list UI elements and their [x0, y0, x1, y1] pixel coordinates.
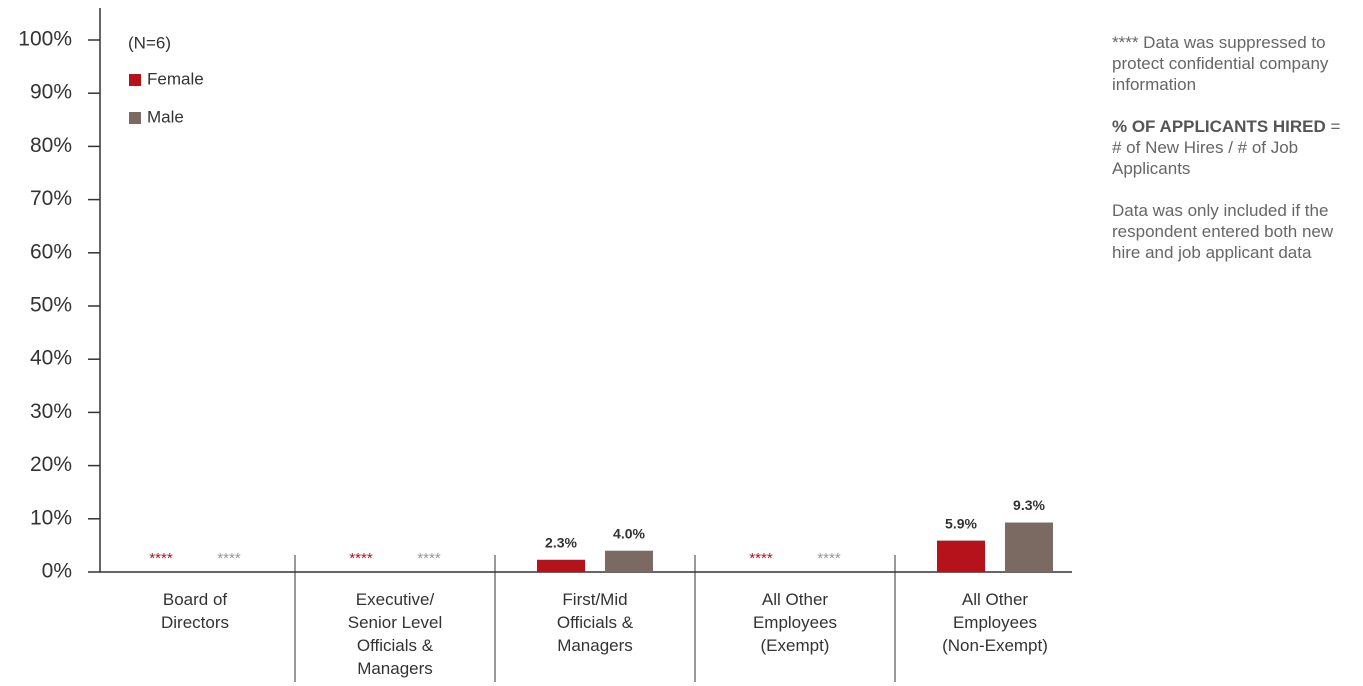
- notes: **** Data was suppressed to protect conf…: [1112, 32, 1352, 284]
- y-tick-label: 40%: [30, 347, 72, 370]
- x-tick-label: Board of Directors: [160, 590, 229, 632]
- x-tick-label: Executive/ Senior Level Officials & Mana…: [347, 590, 443, 678]
- legend-swatch: [129, 112, 141, 124]
- bar: [605, 550, 653, 572]
- value-label: 4.0%: [613, 525, 645, 541]
- y-tick-label: 20%: [30, 453, 72, 476]
- bar: [537, 559, 585, 572]
- y-tick-label: 70%: [30, 187, 72, 210]
- value-label: 5.9%: [945, 515, 977, 531]
- suppressed-label: ****: [349, 550, 373, 567]
- x-tick-label: All Other Employees (Exempt): [752, 590, 838, 655]
- suppressed-label: ****: [149, 550, 173, 567]
- suppressed-label: ****: [217, 550, 241, 567]
- x-tick-label: All Other Employees (Non-Exempt): [942, 590, 1048, 655]
- value-label: 2.3%: [545, 534, 577, 550]
- note-suppressed: **** Data was suppressed to protect conf…: [1112, 33, 1329, 94]
- note-inclusion: Data was only included if the respondent…: [1112, 201, 1334, 262]
- legend-label: Male: [147, 107, 184, 126]
- value-label: 9.3%: [1013, 497, 1045, 513]
- annotation: (N=6): [128, 33, 171, 52]
- y-tick-label: 50%: [30, 294, 72, 317]
- y-tick-label: 60%: [30, 240, 72, 263]
- x-tick-label: First/Mid Officials & Managers: [556, 590, 634, 655]
- y-tick-label: 100%: [18, 28, 72, 51]
- legend-swatch: [129, 74, 141, 86]
- suppressed-label: ****: [417, 550, 441, 567]
- bar: [937, 540, 985, 572]
- suppressed-label: ****: [749, 550, 773, 567]
- note-definition-text: = # of New Hires / # of Job Applicants: [1112, 117, 1341, 178]
- y-tick-label: 10%: [30, 506, 72, 529]
- y-tick-label: 0%: [42, 560, 72, 583]
- bar: [1005, 522, 1053, 572]
- y-tick-label: 90%: [30, 81, 72, 104]
- legend-label: Female: [147, 69, 204, 88]
- note-term: % OF APPLICANTS HIRED: [1112, 117, 1326, 136]
- y-tick-label: 80%: [30, 134, 72, 157]
- note-definition: % OF APPLICANTS HIRED = # of New Hires /…: [1112, 116, 1352, 179]
- y-tick-label: 30%: [30, 400, 72, 423]
- suppressed-label: ****: [817, 550, 841, 567]
